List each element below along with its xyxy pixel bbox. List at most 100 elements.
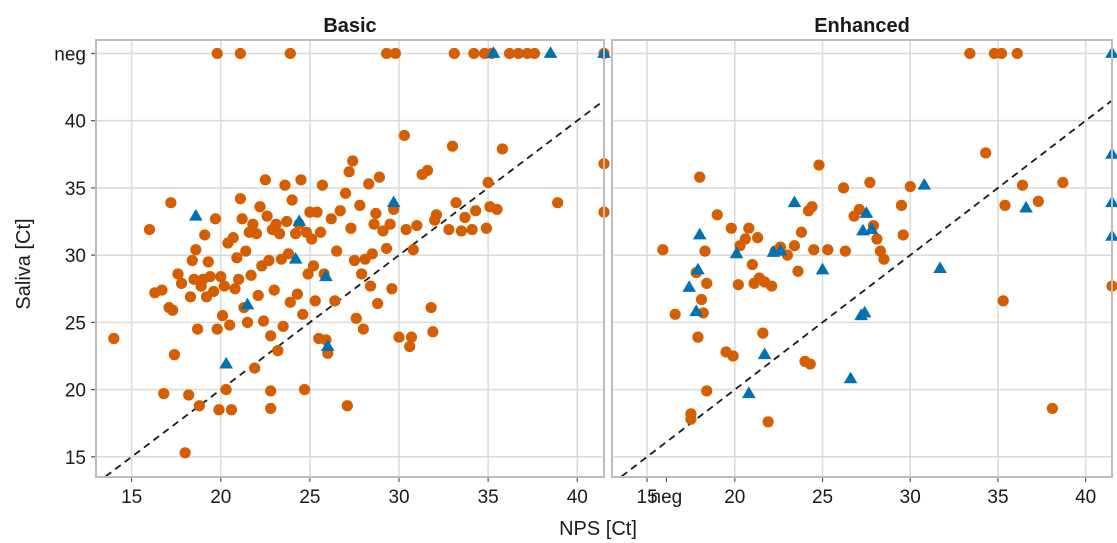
data-point-circle — [224, 319, 236, 331]
data-point-circle — [158, 388, 170, 400]
data-point-circle — [871, 233, 883, 245]
y-tick-label: 35 — [65, 179, 86, 200]
data-point-circle — [386, 283, 398, 295]
data-point-triangle — [240, 297, 255, 310]
data-point-circle — [470, 205, 482, 217]
data-point-circle — [839, 245, 851, 257]
data-point-circle — [999, 199, 1011, 211]
data-point-circle — [366, 248, 378, 260]
data-point-circle — [270, 218, 282, 230]
data-point-circle — [552, 197, 564, 209]
data-point-circle — [268, 284, 280, 296]
panel-border — [611, 39, 1113, 478]
data-point-circle — [254, 201, 266, 213]
data-point-circle — [168, 349, 181, 361]
data-point-circle — [904, 180, 916, 193]
data-point-circle — [657, 244, 669, 256]
data-point-circle — [980, 147, 992, 159]
data-point-circle — [208, 285, 220, 298]
data-point-circle — [804, 358, 816, 370]
data-point-circle — [343, 166, 355, 178]
data-point-circle — [331, 245, 343, 257]
y-tick-label: neg — [54, 44, 86, 65]
data-point-circle — [355, 268, 368, 280]
data-point-circle — [727, 350, 739, 362]
data-point-circle — [234, 193, 246, 205]
data-point-circle — [443, 223, 455, 236]
data-point-circle — [265, 330, 277, 342]
data-point-circle — [156, 284, 168, 296]
data-point-circle — [446, 140, 459, 152]
y-tick-label: 15 — [65, 448, 86, 469]
data-point-circle — [384, 218, 396, 230]
data-point-circle — [701, 277, 713, 289]
y-tick-label: 30 — [65, 246, 86, 267]
data-point-circle — [711, 209, 723, 221]
data-point-circle — [282, 248, 295, 260]
x-axis-title: NPS [Ct] — [559, 518, 637, 540]
data-point-circle — [329, 295, 341, 307]
data-point-circle — [398, 129, 410, 142]
data-point-triangle — [864, 222, 879, 235]
data-point-circle — [204, 271, 216, 283]
panel-title: Basic — [323, 15, 376, 37]
data-point-triangle — [288, 251, 303, 264]
data-point-circle — [227, 232, 239, 244]
data-point-circle — [252, 289, 264, 302]
identity-reference-line — [619, 99, 1112, 477]
data-point-circle — [864, 176, 876, 189]
x-tick-label: 35 — [987, 487, 1008, 508]
data-point-circle — [234, 47, 246, 60]
data-point-circle — [263, 254, 275, 267]
data-point-circle — [220, 384, 232, 396]
data-point-circle — [265, 402, 277, 415]
data-point-circle — [325, 213, 337, 225]
panel-title: Enhanced — [814, 15, 910, 37]
data-point-circle — [302, 268, 314, 280]
y-tick-label: 25 — [65, 313, 86, 334]
data-point-circle — [307, 260, 320, 272]
y-axis-title: Saliva [Ct] — [13, 218, 35, 309]
data-point-circle — [997, 295, 1009, 307]
data-point-circle — [216, 310, 229, 322]
data-point-circle — [245, 269, 257, 281]
data-point-circle — [964, 47, 976, 60]
data-point-circle — [732, 279, 744, 291]
data-point-circle — [792, 265, 804, 277]
data-point-circle — [213, 404, 225, 416]
data-point-circle — [236, 213, 248, 225]
data-point-triangle — [320, 339, 335, 352]
data-point-circle — [480, 222, 492, 234]
data-point-circle — [370, 207, 382, 220]
data-point-circle — [165, 197, 177, 209]
data-point-circle — [482, 176, 494, 189]
data-point-circle — [192, 323, 204, 335]
panel-enhanced: Enhanced 15 20 25 30 35 40 neg — [611, 15, 1117, 508]
data-point-triangle — [292, 214, 307, 226]
data-point-circle — [241, 316, 254, 328]
data-point-circle — [528, 47, 541, 60]
data-point-circle — [341, 400, 353, 412]
data-point-circle — [298, 384, 311, 396]
x-tick-label: 40 — [1075, 487, 1096, 508]
data-point-circle — [295, 174, 307, 186]
data-point-circle — [167, 304, 179, 316]
data-point-triangle — [787, 195, 802, 208]
data-point-circle — [309, 295, 321, 307]
data-point-circle — [766, 280, 778, 292]
data-point-circle — [407, 244, 419, 256]
data-point-circle — [364, 280, 377, 292]
data-point-circle — [215, 271, 227, 283]
data-point-triangle — [933, 261, 947, 274]
data-point-circle — [512, 47, 525, 60]
data-point-triangle — [319, 269, 333, 282]
data-point-circle — [685, 413, 697, 425]
data-point-circle — [377, 225, 389, 237]
data-point-triangle — [773, 243, 788, 256]
data-point-circle — [273, 228, 286, 240]
data-point-circle — [172, 268, 184, 280]
data-point-circle — [496, 143, 508, 155]
data-point-circle — [1011, 47, 1023, 60]
x-tick-label: 15 — [121, 487, 142, 508]
